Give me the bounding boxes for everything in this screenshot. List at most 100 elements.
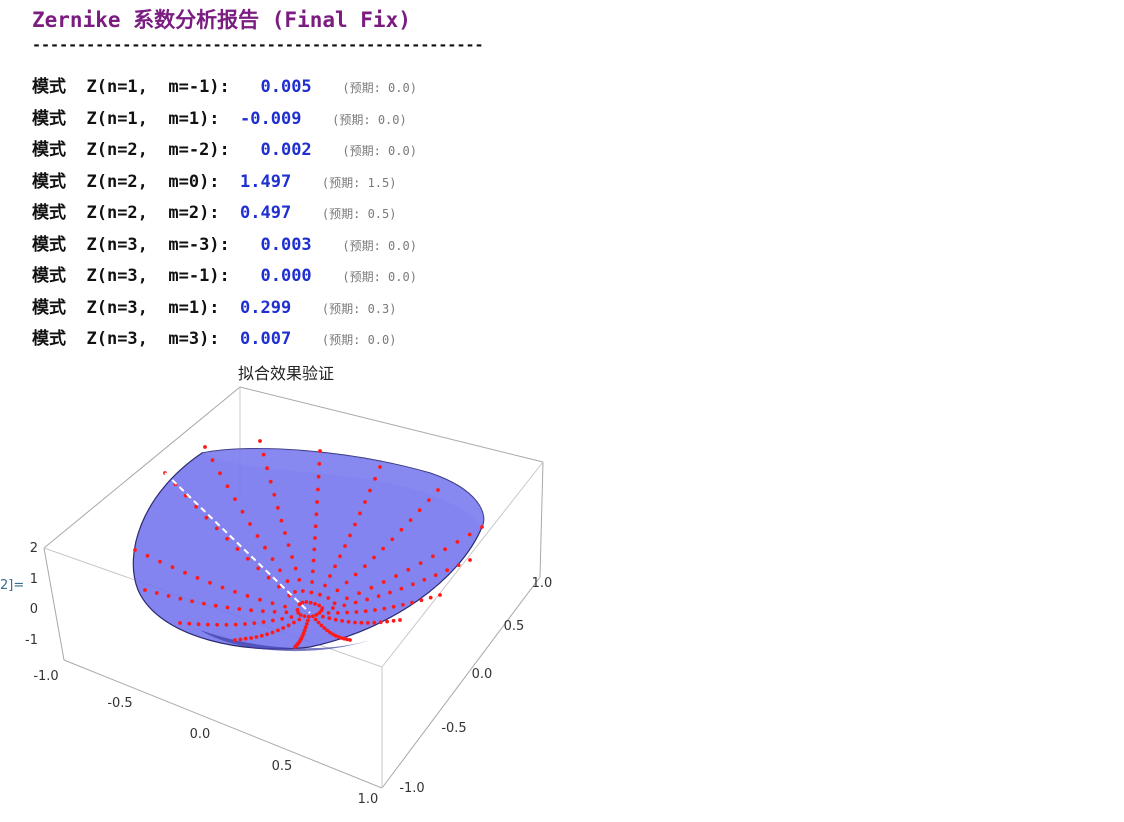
- sample-point: [265, 466, 269, 471]
- zernike-3d-plot[interactable]: 210-1 -1.0-0.50.00.51.0 1.00.50.0-0.5-1.…: [20, 355, 580, 815]
- sample-point: [268, 479, 273, 484]
- coefficient-row: 模式 Z(n=1, m=-1): 0.005 (预期: 0.0): [32, 72, 417, 98]
- sample-point: [326, 611, 331, 615]
- sample-point: [339, 636, 344, 640]
- sample-point: [399, 586, 404, 591]
- sample-point: [316, 474, 321, 479]
- sample-point: [240, 509, 245, 514]
- sample-point: [204, 515, 209, 520]
- sample-point: [293, 645, 297, 649]
- sample-point: [246, 556, 250, 561]
- sample-point: [314, 512, 319, 517]
- sample-point: [411, 582, 415, 587]
- sample-point: [290, 555, 294, 559]
- sample-point: [438, 593, 442, 597]
- sample-point: [363, 609, 368, 613]
- coefficient-label: Z(n=3, m=3):: [86, 329, 241, 349]
- coefficient-value: 0.007: [240, 329, 322, 349]
- sample-point: [276, 505, 280, 510]
- sample-point: [369, 585, 374, 590]
- sample-point: [340, 619, 344, 623]
- sample-point: [408, 518, 413, 522]
- sample-point: [317, 611, 322, 615]
- coefficient-label: Z(n=1, m=-1):: [86, 77, 251, 97]
- coefficient-row: 模式 Z(n=3, m=-3): 0.003 (预期: 0.0): [32, 230, 417, 256]
- fitted-surface: [132, 447, 485, 652]
- sample-point: [302, 628, 307, 633]
- sample-point: [270, 601, 275, 606]
- sample-point: [286, 543, 291, 547]
- sample-point: [272, 609, 277, 614]
- sample-point: [233, 638, 237, 642]
- sample-point: [342, 603, 347, 608]
- sample-point: [333, 617, 338, 622]
- sample-point: [417, 508, 422, 513]
- sample-point: [203, 445, 207, 449]
- sample-point: [297, 602, 302, 607]
- sample-point: [283, 531, 287, 535]
- coefficient-row: 模式 Z(n=2, m=-2): 0.002 (预期: 0.0): [32, 135, 417, 161]
- sample-point: [394, 574, 398, 578]
- sample-point: [323, 583, 327, 588]
- tick-label: -1.0: [33, 669, 58, 684]
- sample-point: [406, 567, 411, 572]
- tick-label: -0.5: [107, 696, 132, 711]
- tick-label: 1.0: [358, 792, 379, 807]
- coefficient-label: Z(n=3, m=-3):: [86, 234, 251, 255]
- sample-point: [363, 564, 367, 568]
- sample-point: [293, 590, 297, 594]
- sample-point: [325, 628, 329, 633]
- coefficient-row: 模式 Z(n=3, m=1): 0.299 (预期: 0.3): [32, 293, 396, 319]
- sample-point: [233, 589, 237, 594]
- tick-label: 0.0: [472, 667, 493, 682]
- sample-point: [297, 617, 302, 622]
- sample-point: [289, 615, 294, 619]
- sample-point: [328, 574, 332, 578]
- sample-point: [304, 600, 309, 604]
- tick-label: -0.5: [441, 721, 466, 736]
- sample-point: [455, 540, 460, 544]
- sample-point: [331, 632, 335, 637]
- sample-point: [293, 566, 298, 571]
- sample-point: [238, 637, 243, 642]
- sample-point: [187, 621, 192, 626]
- coefficient-row: 模式 Z(n=3, m=-1): 0.000 (预期: 0.0): [32, 261, 417, 287]
- sample-point: [348, 638, 352, 642]
- sample-point: [183, 570, 187, 575]
- sample-point: [296, 610, 301, 615]
- sample-point: [336, 611, 340, 615]
- sample-point: [277, 584, 281, 589]
- sample-point: [220, 585, 225, 590]
- sample-point: [202, 601, 206, 606]
- sample-point: [195, 576, 200, 580]
- sample-point: [248, 522, 252, 526]
- tick-label: 0: [30, 602, 38, 617]
- plot-box: [43, 386, 544, 789]
- sample-point: [271, 618, 275, 623]
- sample-point: [313, 524, 318, 529]
- expected-value: (预期: 0.0): [342, 144, 417, 158]
- sample-point: [436, 488, 440, 492]
- sample-point: [318, 592, 322, 597]
- expected-value: (预期: 0.0): [342, 270, 417, 284]
- coefficient-value: 0.003: [250, 234, 343, 255]
- sample-point: [270, 557, 275, 561]
- sample-point: [381, 580, 386, 584]
- sample-point: [249, 636, 254, 640]
- mode-label: 模式: [32, 329, 87, 349]
- coefficient-row: 模式 Z(n=2, m=0): 1.497 (预期: 1.5): [32, 167, 396, 193]
- sample-point: [243, 622, 247, 626]
- sample-point: [166, 594, 171, 598]
- sample-point: [316, 620, 321, 625]
- sample-point: [316, 487, 320, 492]
- sample-point: [170, 565, 175, 570]
- sample-point: [301, 589, 305, 593]
- sample-point: [427, 498, 431, 502]
- sample-point: [235, 547, 240, 551]
- sample-point: [445, 568, 449, 573]
- sample-point: [343, 544, 347, 548]
- sample-point: [373, 608, 377, 612]
- sample-point: [265, 632, 269, 637]
- mode-label: 模式: [32, 297, 87, 318]
- sample-point: [314, 612, 319, 617]
